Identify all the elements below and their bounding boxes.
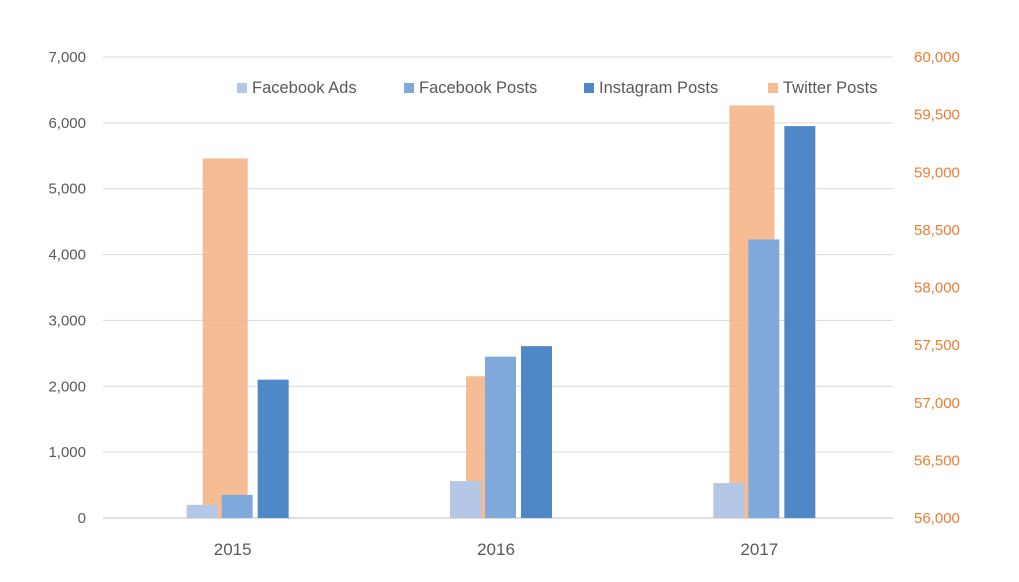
left-axis-ticks: 0 1,000 2,000 3,000 4,000 5,000 6,000 7,000 [48, 49, 86, 527]
bars [186, 105, 816, 519]
left-tick-label: 1,000 [48, 444, 86, 461]
bar-twitter-posts [202, 158, 248, 519]
bar-instagram-posts [257, 379, 289, 518]
bar-facebook-posts [485, 356, 516, 518]
right-tick-label: 56,000 [914, 510, 960, 527]
legend-swatch [404, 83, 414, 93]
right-tick-label: 60,000 [914, 49, 960, 66]
category-label: 2017 [740, 540, 778, 559]
legend-label: Twitter Posts [783, 79, 877, 97]
bar-facebook-ads [186, 504, 218, 518]
category-label: 2016 [477, 540, 515, 559]
right-tick-label: 59,500 [914, 107, 960, 124]
category-labels: 2015 2016 2017 [214, 540, 778, 559]
legend-swatch [768, 83, 778, 93]
left-tick-label: 2,000 [48, 378, 86, 395]
legend: Facebook Ads Facebook Posts Instagram Post… [237, 79, 877, 97]
right-tick-label: 57,500 [914, 337, 960, 354]
legend-label: Facebook Posts [419, 79, 537, 97]
bar-facebook-ads [450, 481, 481, 518]
bar-facebook-posts [221, 494, 253, 518]
left-tick-label: 0 [78, 510, 86, 527]
right-axis-ticks: 56,000 56,500 57,000 57,500 58,000 58,500 59,0… [914, 49, 960, 527]
bar-facebook-posts [748, 239, 780, 518]
right-tick-label: 58,000 [914, 280, 960, 297]
left-tick-label: 4,000 [48, 247, 86, 264]
bar-instagram-posts [784, 126, 816, 519]
right-tick-label: 58,500 [914, 222, 960, 239]
right-tick-label: 57,000 [914, 395, 960, 412]
right-tick-label: 59,000 [914, 164, 960, 181]
legend-label: Instagram Posts [599, 79, 718, 97]
left-tick-label: 5,000 [48, 181, 86, 198]
legend-swatch [584, 83, 594, 93]
bar-instagram-posts [521, 346, 552, 518]
bar-facebook-ads [713, 483, 745, 518]
left-tick-label: 7,000 [48, 49, 86, 66]
legend-label: Facebook Ads [252, 79, 357, 97]
legend-swatch [237, 83, 247, 93]
right-tick-label: 56,500 [914, 452, 960, 469]
left-tick-label: 6,000 [48, 115, 86, 132]
category-label: 2015 [214, 540, 252, 559]
left-tick-label: 3,000 [48, 312, 86, 329]
